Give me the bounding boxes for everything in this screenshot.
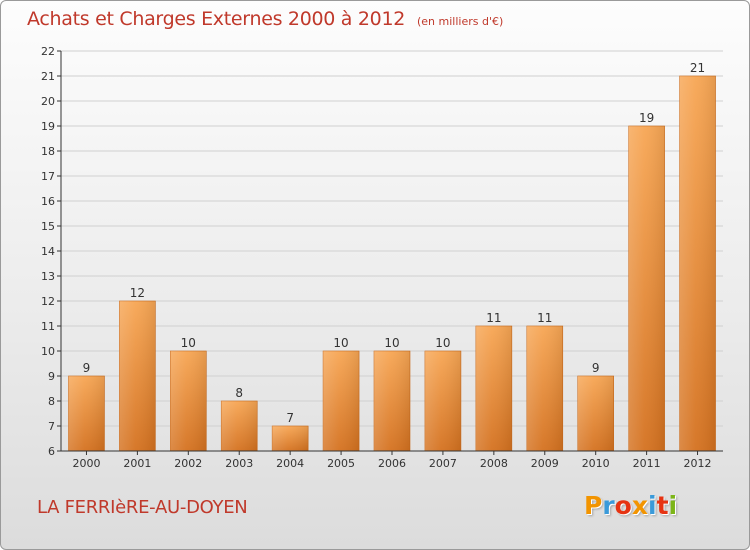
x-tick-label: 2012 [684,457,712,470]
x-tick-label: 2001 [123,457,151,470]
bar-shine-2007 [424,351,461,451]
y-tick-label: 9 [48,370,55,383]
commune-name: LA FERRIèRE-AU-DOYEN [37,497,248,518]
x-tick-label: 2007 [429,457,457,470]
y-tick-label: 21 [41,70,55,83]
y-tick-label: 22 [41,45,55,58]
x-tick-label: 2009 [531,457,559,470]
y-tick-label: 10 [41,345,55,358]
logo-letter: x [631,491,648,520]
y-tick-label: 13 [41,270,55,283]
x-tick-label: 2003 [225,457,253,470]
x-tick-label: 2010 [582,457,610,470]
y-tick-label: 19 [41,120,55,133]
x-tick-label: 2005 [327,457,355,470]
bar-shine-2004 [272,426,309,451]
data-label: 10 [181,336,196,350]
y-tick-label: 12 [41,295,55,308]
y-tick-label: 11 [41,320,55,333]
logo-letter: o [614,491,632,520]
chart-title: Achats et Charges Externes 2000 à 2012 [27,8,406,30]
bar-shine-2003 [221,401,258,451]
y-tick-label: 15 [41,220,55,233]
data-labels: 9 12 10 8 7 10 10 10 11 11 9 19 21 [83,61,706,425]
logo-letter: i [668,491,678,520]
data-label: 11 [486,311,501,325]
data-label: 9 [83,361,91,375]
x-tick-label: 2008 [480,457,508,470]
x-tick-label: 2004 [276,457,304,470]
chart-subtitle: (en milliers d'€) [417,15,504,28]
bar-shine-2006 [374,351,410,451]
data-label: 10 [333,336,348,350]
data-label: 11 [537,311,552,325]
axes: 6 7 8 9 10 11 12 13 14 15 16 17 18 19 20 21 22 2000 2001 20… [41,45,723,470]
bar-shine-2000 [68,376,105,451]
data-label: 10 [435,336,450,350]
proxiti-logo: Proxiti [584,491,677,520]
bar-shine-2005 [323,351,360,451]
data-label: 9 [592,361,600,375]
data-label: 12 [130,286,145,300]
data-label: 7 [286,411,294,425]
bar-shine-2009 [526,326,563,451]
y-tick-label: 18 [41,145,55,158]
data-label: 21 [690,61,705,75]
logo-letter: i [648,491,657,520]
y-tick-label: 20 [41,95,55,108]
bar-shine-2002 [170,351,207,451]
x-tick-label: 2006 [378,457,406,470]
data-label: 10 [384,336,399,350]
y-tick-label: 14 [41,245,55,258]
logo-letter: r [602,491,615,520]
y-tick-label: 6 [48,445,55,458]
data-label: 19 [639,111,654,125]
y-tick-label: 16 [41,195,55,208]
data-label: 8 [235,386,243,400]
bar-shine-2010 [577,376,614,451]
bars [68,75,716,452]
x-tick-label: 2000 [72,457,100,470]
bar-shine-2012 [679,76,716,451]
y-tick-label: 17 [41,170,55,183]
logo-letter: P [584,491,603,520]
y-tick-label: 7 [48,420,55,433]
bar-shine-2008 [475,326,512,451]
bar-shine-2001 [119,301,156,451]
x-tick-label: 2002 [174,457,202,470]
x-tick-label: 2011 [633,457,661,470]
y-tick-label: 8 [48,395,55,408]
bar-shine-2011 [628,126,665,451]
logo-letter: t [656,491,669,520]
